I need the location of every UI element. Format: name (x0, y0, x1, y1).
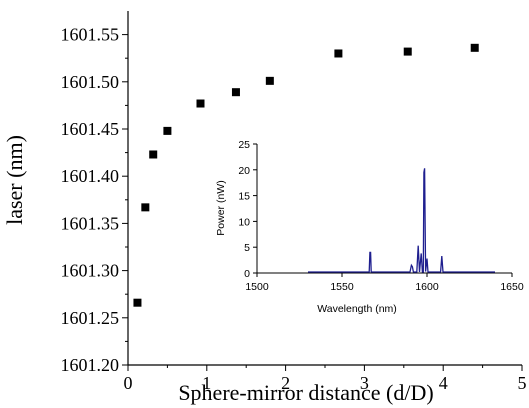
main-y-tick-label: 1601.40 (61, 166, 120, 186)
main-x-tick-label: 1 (202, 373, 211, 393)
data-point (265, 76, 274, 85)
data-point (403, 47, 412, 56)
main-data-points (133, 43, 479, 307)
main-x-tick-label: 4 (439, 373, 448, 393)
main-y-tick-label: 1601.25 (61, 308, 120, 328)
inset-chart: 0 5 10 15 20 25 1500 1550 1600 1650 Wavelength (n… (215, 139, 524, 315)
inset-x-axis-label: Wavelength (nm) (317, 303, 397, 315)
main-y-tick-label: 1601.30 (61, 261, 120, 281)
main-ticks: 1601.20 1601.25 1601.30 1601.35 1601.40 1601.… (61, 25, 527, 393)
inset-ticks: 0 5 10 15 20 25 1500 1550 1600 1650 (238, 139, 524, 293)
inset-y-tick-label: 25 (238, 139, 250, 151)
inset-y-tick-label: 15 (238, 191, 250, 203)
main-x-axis-label: Sphere-mirror distance (d/D) (178, 380, 433, 405)
inset-x-tick-label: 1550 (330, 281, 354, 293)
main-x-tick-label: 3 (360, 373, 369, 393)
data-point (133, 298, 142, 307)
data-point (231, 88, 240, 97)
data-point (470, 43, 479, 52)
main-y-tick-label: 1601.45 (61, 119, 120, 139)
inset-y-axis-label: Power (nW) (215, 180, 227, 235)
data-point (196, 99, 205, 108)
main-x-tick-label: 5 (518, 373, 527, 393)
inset-axes (256, 144, 512, 274)
main-y-axis-label: laser (nm) (2, 135, 27, 225)
main-x-tick-label: 0 (124, 373, 133, 393)
data-point (163, 126, 172, 135)
inset-y-tick-label: 5 (244, 242, 250, 254)
inset-x-tick-label: 1600 (415, 281, 439, 293)
inset-y-tick-label: 10 (238, 216, 250, 228)
inset-x-tick-label: 1500 (245, 281, 269, 293)
inset-y-tick-label: 0 (244, 268, 250, 280)
data-point (141, 203, 150, 212)
main-y-tick-label: 1601.50 (61, 72, 120, 92)
inset-x-tick-label: 1650 (500, 281, 524, 293)
inset-spectrum-line (308, 168, 495, 273)
main-y-tick-label: 1601.55 (61, 25, 120, 45)
main-y-tick-label: 1601.20 (61, 355, 120, 375)
data-point (149, 150, 158, 159)
data-point (334, 49, 343, 58)
inset-y-tick-label: 20 (238, 165, 250, 177)
main-y-tick-label: 1601.35 (61, 213, 120, 233)
main-x-tick-label: 2 (281, 373, 290, 393)
